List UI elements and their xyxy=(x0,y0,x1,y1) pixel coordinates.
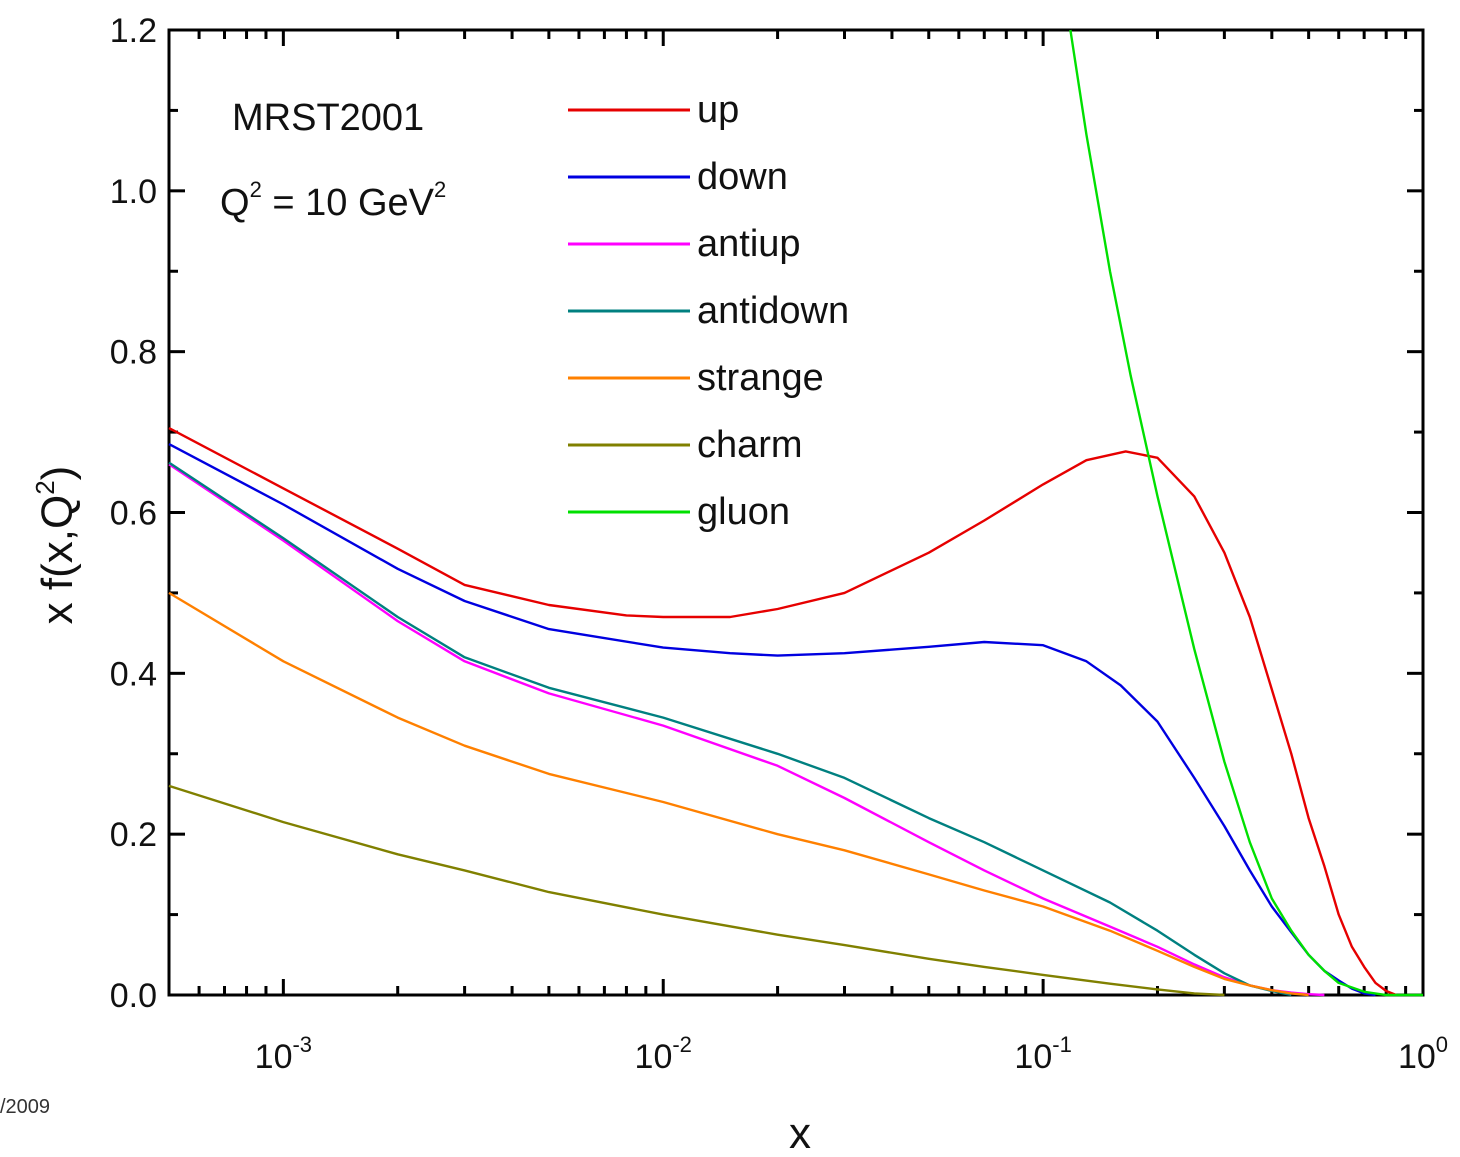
y-tick-label: 0.2 xyxy=(110,816,157,854)
y-tick-label: 0.0 xyxy=(110,977,157,1015)
annotation: MRST2001 Q2 = 10 GeV2 xyxy=(220,97,446,224)
y-tick-label: 0.4 xyxy=(110,655,157,693)
legend-label-antidown: antidown xyxy=(697,290,849,332)
x-axis-label: x xyxy=(789,1109,811,1157)
series-line-strange xyxy=(168,591,1309,997)
y-tick-label: 0.8 xyxy=(110,334,157,372)
series-line-up xyxy=(168,427,1397,997)
annotation-title: MRST2001 xyxy=(232,97,424,139)
x-tick-label: 10-2 xyxy=(635,1032,692,1076)
x-tick-labels: 10-3 10-2 10-1 100 xyxy=(255,1032,1448,1076)
legend-label-gluon: gluon xyxy=(697,491,790,533)
y-tick-labels: 0.0 0.2 0.4 0.6 0.8 1.0 1.2 xyxy=(110,12,157,1015)
y-axis-label: x f(x,Q2) xyxy=(30,466,82,625)
footer-text: /2009 xyxy=(0,1096,50,1118)
legend-label-strange: strange xyxy=(697,357,824,399)
series-line-charm xyxy=(168,784,1225,997)
x-tick-label: 10-3 xyxy=(255,1032,312,1076)
y-tick-label: 0.6 xyxy=(110,495,157,533)
legend-label-up: up xyxy=(697,89,739,131)
plot-frame xyxy=(167,28,1425,997)
y-tick-label: 1.2 xyxy=(110,12,157,50)
legend-label-antiup: antiup xyxy=(697,223,801,265)
x-tick-label: 100 xyxy=(1398,1032,1448,1076)
legend: up down antiup antidown strange charm gluon xyxy=(568,89,849,533)
series-line-gluon xyxy=(1069,29,1423,997)
series-lines xyxy=(168,29,1423,997)
x-tick-label: 10-1 xyxy=(1014,1032,1071,1076)
legend-label-down: down xyxy=(697,156,788,198)
axis-ticks xyxy=(167,28,1425,997)
series-line-antidown xyxy=(168,461,1292,997)
annotation-q2: Q2 = 10 GeV2 xyxy=(220,177,446,224)
legend-label-charm: charm xyxy=(697,424,803,466)
series-line-antiup xyxy=(168,463,1325,997)
y-tick-label: 1.0 xyxy=(110,173,157,211)
